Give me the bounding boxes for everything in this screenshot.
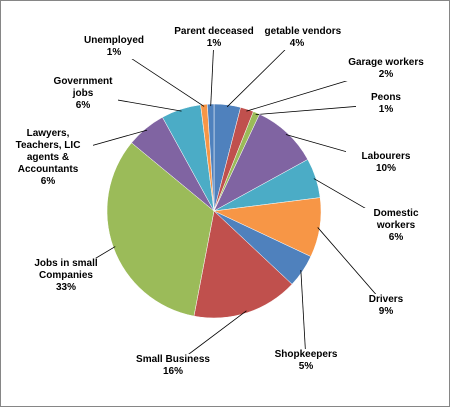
data-label: Unemployed 1% bbox=[74, 35, 154, 59]
value-label: 33% bbox=[55, 282, 76, 293]
category-label: Garage workers bbox=[348, 57, 424, 68]
data-label: Peons 1% bbox=[356, 92, 416, 116]
category-label: Lawyers, Teachers, LIC agents & Accounta… bbox=[15, 128, 81, 175]
value-label: 2% bbox=[378, 69, 394, 80]
value-label: 1% bbox=[106, 47, 122, 58]
value-label: 1% bbox=[378, 104, 394, 115]
data-label: Lawyers, Teachers, LIC agents & Accounta… bbox=[3, 128, 93, 188]
data-label: Parent deceased 1% bbox=[164, 26, 264, 50]
leader-line bbox=[300, 269, 307, 362]
category-label: Jobs in small Companies bbox=[34, 258, 98, 281]
value-label: 1% bbox=[206, 38, 222, 49]
category-label: Government jobs bbox=[53, 76, 113, 99]
category-label: Unemployed bbox=[83, 35, 144, 46]
value-label: 6% bbox=[40, 176, 56, 187]
data-label: Small Business 16% bbox=[123, 354, 223, 378]
data-label: Drivers 9% bbox=[356, 294, 416, 318]
data-label: Shopkeepers 5% bbox=[266, 349, 346, 373]
category-label: Peons bbox=[370, 92, 401, 103]
data-label: Garage workers 2% bbox=[341, 57, 431, 81]
data-label: Labourers 10% bbox=[346, 151, 426, 175]
value-label: 4% bbox=[289, 38, 305, 49]
category-label: Vegetable vendors bbox=[252, 26, 342, 37]
value-label: 16% bbox=[162, 366, 183, 377]
category-label: Shopkeepers bbox=[274, 349, 338, 360]
category-label: Drivers bbox=[368, 294, 404, 305]
data-label: Vegetable vendors 4% bbox=[252, 26, 342, 50]
value-label: 6% bbox=[388, 232, 404, 243]
data-label: Domestic workers 6% bbox=[356, 208, 436, 244]
data-label: Government jobs 6% bbox=[48, 76, 118, 112]
value-label: 10% bbox=[375, 163, 396, 174]
category-label: Domestic workers bbox=[373, 208, 419, 231]
category-label: Labourers bbox=[361, 151, 411, 162]
pie-slice bbox=[193, 210, 293, 319]
category-label: Small Business bbox=[136, 354, 210, 365]
category-label: Parent deceased bbox=[174, 26, 254, 37]
value-label: 5% bbox=[298, 361, 314, 372]
leader-line bbox=[317, 227, 387, 307]
value-label: 9% bbox=[378, 306, 394, 317]
value-label: 6% bbox=[75, 100, 91, 111]
data-label: Jobs in small Companies 33% bbox=[21, 258, 111, 294]
